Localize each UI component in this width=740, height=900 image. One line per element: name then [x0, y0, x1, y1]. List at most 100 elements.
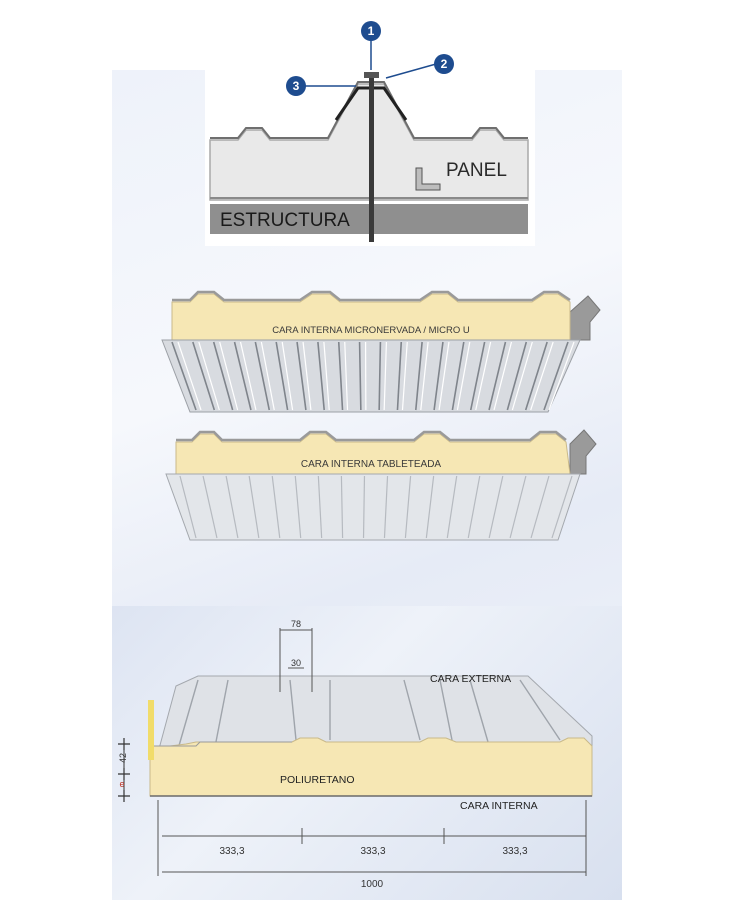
micro-label: CARA INTERNA MICRONERVADA / MICRO U — [272, 325, 470, 336]
outer-rib-line — [213, 679, 229, 753]
tab-rib-line — [340, 475, 344, 539]
tab-rib-line — [202, 475, 218, 539]
cross-section: 78 30 42 e CARA EXTERNA POLIURETANO CARA… — [118, 619, 593, 890]
panel-label: PANEL — [446, 160, 507, 181]
micro-rib-line — [524, 341, 548, 411]
marker-1-label: 1 — [368, 24, 375, 38]
micro-rib-highlight — [511, 341, 533, 411]
micro-rib-line — [337, 341, 344, 411]
outer-rib-line — [289, 679, 297, 741]
outer-face-label: CARA EXTERNA — [430, 673, 511, 685]
dim-42-label: 42 — [118, 753, 128, 763]
fixing-detail: 1 2 3 PANEL ESTRUCTURA — [205, 21, 535, 246]
micro-rib-highlight — [323, 341, 330, 411]
micro-rib-highlight — [344, 341, 349, 411]
micro-ribs — [171, 341, 575, 411]
micro-rib-line — [543, 341, 569, 411]
micro-rib-line — [317, 341, 326, 411]
tableteada-label: CARA INTERNA TABLETEADA — [301, 459, 442, 470]
marker-3-label: 3 — [293, 79, 300, 93]
tab-rib-line — [551, 475, 573, 539]
micro-rib-highlight — [456, 341, 471, 411]
tab-rib-line — [179, 475, 197, 539]
micro-rib-line — [396, 341, 403, 411]
dim-tick-top — [118, 738, 130, 750]
tab-rib-line — [446, 475, 458, 539]
section-top-edge — [150, 741, 292, 747]
micro-rib-line — [233, 341, 252, 411]
tab-rib-line — [294, 475, 302, 539]
panel-micronervada: CARA INTERNA MICRONERVADA / MICRO U — [161, 290, 601, 413]
span-1-label: 333,3 — [219, 846, 244, 857]
micro-rib-highlight — [548, 341, 575, 411]
micro-rib-highlight — [260, 341, 275, 411]
micro-rib-highlight — [475, 341, 492, 411]
dim-tick-bottom — [118, 790, 130, 802]
inner-face-label: CARA INTERNA — [460, 800, 538, 812]
screw-head — [364, 72, 379, 78]
marker-1 — [361, 21, 381, 41]
marker-2 — [434, 54, 454, 74]
tab-rib-line — [488, 475, 504, 539]
micro-rib-line — [451, 341, 465, 411]
total-width-label: 1000 — [361, 879, 384, 890]
outer-rib-line — [403, 679, 421, 741]
micro-rib-highlight — [383, 341, 388, 411]
tab-rib-line — [383, 475, 389, 539]
micro-rib-line — [488, 341, 507, 411]
micro-rib-line — [296, 341, 307, 411]
tab-rib-line — [425, 475, 435, 539]
screw — [369, 74, 374, 242]
micro-rib-line — [469, 341, 486, 411]
micro-rib-line — [212, 341, 234, 411]
dim-30-label: 30 — [291, 658, 301, 668]
tab-rib-line — [317, 475, 323, 539]
dim-78-label: 78 — [291, 619, 301, 629]
micro-rib-line — [358, 341, 362, 411]
micro-rib-highlight — [420, 341, 429, 411]
micro-rib-highlight — [302, 341, 312, 411]
span-2-label: 333,3 — [360, 846, 385, 857]
tab-rib-line — [248, 475, 260, 539]
tab-end-plate — [569, 429, 597, 475]
tab-top-sheet — [176, 430, 567, 442]
micro-rib-highlight — [198, 341, 220, 411]
micro-rib-highlight — [219, 341, 239, 411]
outer-rib-line — [469, 679, 489, 743]
dim-e-label: e — [119, 779, 124, 789]
marker-2-label: 2 — [441, 57, 448, 71]
micro-rib-line — [378, 341, 382, 411]
core-label: POLIURETANO — [280, 774, 354, 786]
micro-top-sheet — [172, 290, 571, 302]
micro-rib-line — [254, 341, 271, 411]
tab-rib-line — [404, 475, 412, 539]
tab-foam-band — [175, 433, 571, 475]
dim-tick-mid — [118, 768, 130, 780]
micro-rib-line — [192, 341, 216, 411]
micro-rib-line — [275, 341, 289, 411]
micro-rib-highlight — [401, 341, 408, 411]
tab-rib-line — [509, 475, 527, 539]
tab-rib-line — [362, 475, 366, 539]
micro-end-plate — [569, 295, 601, 341]
panel-tableteada: CARA INTERNA TABLETEADA — [165, 429, 597, 541]
micro-rib-highlight — [239, 341, 257, 411]
span-3-label: 333,3 — [502, 846, 527, 857]
outer-rib-line — [519, 679, 561, 741]
tab-rib-line — [271, 475, 281, 539]
micro-rib-line — [171, 341, 197, 411]
tab-rib-line — [530, 475, 550, 539]
structure-label: ESTRUCTURA — [220, 210, 350, 231]
micro-rib-highlight — [493, 341, 513, 411]
leader-2 — [385, 63, 437, 79]
micro-rib-line — [433, 341, 444, 411]
tab-rib-line — [467, 475, 481, 539]
micro-rib-highlight — [281, 341, 294, 411]
micro-rib-highlight — [438, 341, 450, 411]
micro-rib-line — [414, 341, 423, 411]
outer-rib-line — [175, 679, 199, 757]
micro-rib-line — [506, 341, 528, 411]
marker-3 — [286, 76, 306, 96]
micro-rib-highlight — [177, 341, 202, 411]
